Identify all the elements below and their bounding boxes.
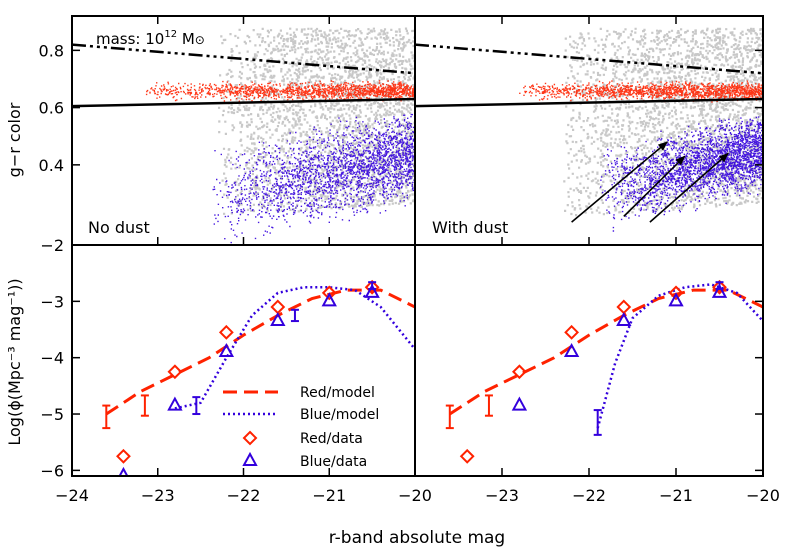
reference-line-dash-dot-top-right — [415, 43, 763, 75]
marker-blue-data — [563, 342, 580, 358]
series-red-model-bottom-right — [448, 288, 763, 416]
marker-red-data — [218, 324, 234, 340]
cloud-red-top-right — [519, 80, 763, 103]
cloud-blue-top-right — [600, 116, 763, 232]
x-tick-label: −20 — [746, 486, 780, 505]
marker-blue-data — [668, 292, 684, 307]
lf-panel-bottom-left — [102, 279, 415, 476]
x-tick-label: −24 — [55, 486, 89, 505]
marker-blue-data — [321, 292, 337, 307]
cloud-points-gray — [218, 27, 415, 215]
panel-title-with-dust: With dust — [432, 218, 508, 237]
scatter-clouds — [145, 27, 763, 244]
errorbar — [715, 281, 724, 290]
marker-blue-data — [270, 311, 286, 327]
dust-arrow-2 — [649, 152, 729, 223]
bottom-y-axis-label: Log(ϕ(Mpc⁻³ mag⁻¹)) — [5, 278, 24, 445]
marker-blue-data — [616, 311, 632, 327]
x-tick-label: −20 — [398, 486, 432, 505]
y-tick-label: 0.8 — [39, 41, 64, 60]
cloud-points-blue — [600, 116, 763, 232]
luminosity-function-series — [102, 279, 763, 476]
marker-red-data — [712, 279, 727, 295]
reference-line-solid-top-right — [415, 97, 763, 108]
marker-blue-data — [364, 283, 380, 298]
x-tick-label: −22 — [227, 486, 261, 505]
y-tick-label: 0.6 — [39, 99, 64, 118]
marker-red-data — [668, 285, 684, 301]
top-y-axis-label: g−r color — [5, 102, 24, 177]
marker-red-data — [116, 448, 131, 464]
cloud-gray-top-right — [563, 27, 763, 217]
x-axis-label: r-band absolute mag — [329, 528, 505, 548]
cloud-red-top-left — [145, 80, 415, 102]
marker-red-data — [511, 364, 527, 380]
y-tick-label: −3 — [40, 292, 64, 311]
panel-frame-bottom-left — [71, 244, 416, 477]
scatter-panel-top-left — [145, 27, 415, 244]
x-tick-label: −22 — [572, 486, 606, 505]
cloud-points-gray — [563, 27, 763, 217]
reference-lines — [72, 43, 763, 108]
errorbar — [290, 308, 299, 323]
reference-line-solid-top-left — [72, 97, 415, 108]
marker-red-data — [167, 364, 183, 380]
marker-red-data — [616, 299, 632, 315]
errorbar — [140, 394, 149, 417]
cloud-points-red — [519, 80, 763, 103]
marker-red-data — [270, 299, 286, 315]
marker-blue-data — [167, 396, 183, 411]
legend-label-blue-model: Blue/model — [300, 407, 379, 423]
marker-blue-data — [711, 283, 728, 298]
marker-blue-data — [511, 396, 528, 411]
cloud-points-red — [145, 80, 415, 102]
cloud-gray-top-left — [218, 27, 415, 215]
errorbar — [192, 396, 201, 416]
cloud-points-blue — [212, 113, 415, 244]
legend-label-blue-data: Blue/data — [300, 454, 367, 470]
y-tick-label: 0.4 — [39, 156, 64, 175]
reference-line-dash-dot-top-left — [72, 43, 415, 75]
legend-label-red-model: Red/model — [300, 385, 375, 401]
y-tick-label: −2 — [40, 236, 64, 255]
y-tick-label: −5 — [40, 405, 64, 424]
series-red-model-bottom-left — [105, 288, 415, 416]
y-tick-label: −6 — [40, 461, 64, 480]
x-tick-label: −23 — [141, 486, 175, 505]
cloud-blue-top-left — [212, 113, 415, 244]
errorbar — [445, 404, 454, 430]
lf-panel-bottom-right — [445, 279, 763, 464]
errorbar — [484, 394, 493, 417]
dust-arrow-1 — [623, 155, 686, 217]
legend: Red/model Blue/model Red/data Blue/data — [223, 385, 379, 470]
marker-red-data — [364, 279, 380, 295]
marker-blue-data — [118, 466, 129, 476]
series-blue-model-bottom-left — [174, 286, 415, 410]
marker-red-data — [321, 285, 337, 301]
errorbar — [102, 404, 111, 430]
legend-marker-red-data — [242, 430, 258, 446]
axis-ticks: −24 −23 −22 −21 −20 −23 −22 −21 −20 0.4 0.6 0.8 −6 −5… — [39, 16, 780, 505]
errorbar — [593, 409, 602, 436]
series-blue-model-bottom-right — [596, 283, 763, 429]
errorbar — [368, 281, 377, 290]
x-tick-label: −23 — [485, 486, 519, 505]
dust-arrows — [571, 141, 729, 223]
marker-blue-data — [218, 342, 235, 358]
panel-title-no-dust: No dust — [88, 218, 150, 237]
marker-red-data — [564, 324, 580, 340]
dust-arrow-0 — [571, 141, 669, 223]
x-tick-label: −21 — [312, 486, 346, 505]
legend-marker-blue-data — [242, 451, 258, 466]
mass-annotation: mass: 1012 M⊙ — [96, 29, 205, 48]
marker-red-data — [459, 448, 475, 464]
legend-label-red-data: Red/data — [300, 431, 363, 447]
y-tick-label: −4 — [40, 349, 64, 368]
x-tick-label: −21 — [659, 486, 693, 505]
panel-frame-bottom-right — [414, 244, 764, 477]
scatter-panel-top-right — [519, 27, 763, 232]
